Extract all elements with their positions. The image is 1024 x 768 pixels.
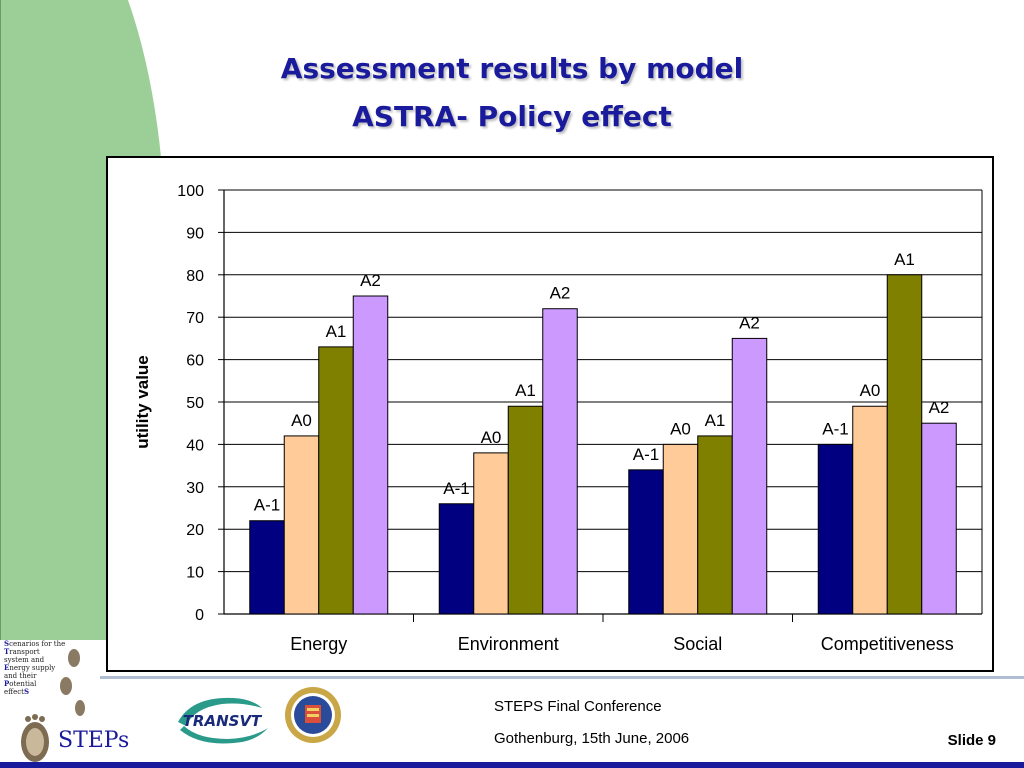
data-label: A1 [515,381,536,400]
tagline-line: Scenarios for the [4,639,66,649]
bar-a-1 [249,520,285,615]
bar-a1 [507,405,544,615]
y-tick-label: 60 [186,353,204,370]
data-label: A2 [360,271,381,290]
y-tick-label: 50 [186,395,204,412]
bar-a0 [852,405,888,615]
bar-a2 [542,308,578,615]
y-tick-label: 10 [186,565,204,582]
bar-a-1 [628,469,664,615]
data-label: A2 [550,284,571,303]
x-tick-label: Social [673,634,722,654]
separator-rule [100,676,1024,679]
data-label: A0 [481,428,502,447]
bar-chart: 0 10 20 30 40 50 60 70 80 90 100 utility value Energ… [133,183,983,654]
y-tick-label: 0 [195,607,204,624]
y-axis-label: utility value [133,355,152,449]
bar-a0 [283,435,320,615]
data-label: A2 [739,313,760,332]
bar-a-1 [817,443,854,615]
slide-subtitle: ASTRA- Policy effect [352,100,672,133]
bar-a2 [921,422,957,615]
conference-name: STEPS Final Conference [494,698,662,715]
data-label: A1 [326,322,347,341]
data-label: A-1 [633,445,659,464]
data-label: A-1 [254,496,280,515]
x-tick-label: Energy [290,634,347,654]
bar-a0 [662,443,699,615]
bar-a2 [352,295,389,615]
data-label: A-1 [443,479,469,498]
steps-logo-text: STEPs [58,728,130,753]
transvt-logo-text: TRANSVT [183,712,263,730]
slide-title: Assessment results by model [280,52,744,85]
footprint-logo-icon [21,714,49,762]
data-label: A2 [929,398,950,417]
tagline-line: Energy supply [4,663,56,673]
data-label: A0 [291,411,312,430]
data-label: A0 [860,381,881,400]
steps-tagline: Scenarios for the Transport system and Ener… [4,639,68,697]
tagline-line: and their [4,672,37,680]
y-tick-label: 40 [186,437,204,454]
tagline-line: Potential [4,679,37,689]
conference-date-place: Gothenburg, 15th June, 2006 [494,730,690,747]
data-label: A1 [705,411,726,430]
tagline-line: Transport [4,647,40,657]
chart-frame: 0 10 20 30 40 50 60 70 80 90 100 utility value Energ… [106,156,994,672]
x-tick-label: Competitiveness [821,634,954,654]
y-tick-label: 100 [177,183,204,200]
footer-rule [0,762,1024,768]
tagline-line: effectS [4,687,30,697]
tagline-line: system and [4,656,45,664]
y-tick-label: 90 [186,225,204,242]
y-tick-label: 80 [186,268,204,285]
x-tick-label: Environment [458,634,559,654]
bar-a0 [473,452,509,615]
bar-a1 [697,435,733,615]
footprints-icon [60,649,85,716]
transvt-logo: TRANSVT [178,697,268,744]
y-tick-label: 70 [186,310,204,327]
bar-a-1 [438,503,475,615]
bar-a1 [886,274,923,615]
y-tick-label: 30 [186,480,204,497]
y-tick-label: 20 [186,522,204,539]
data-label: A1 [894,250,915,269]
university-seal-logo [285,687,341,743]
data-label: A-1 [822,419,848,438]
slide-number: Slide 9 [947,732,996,749]
bar-a2 [731,337,768,615]
data-label: A0 [670,419,691,438]
bar-a1 [318,346,354,615]
